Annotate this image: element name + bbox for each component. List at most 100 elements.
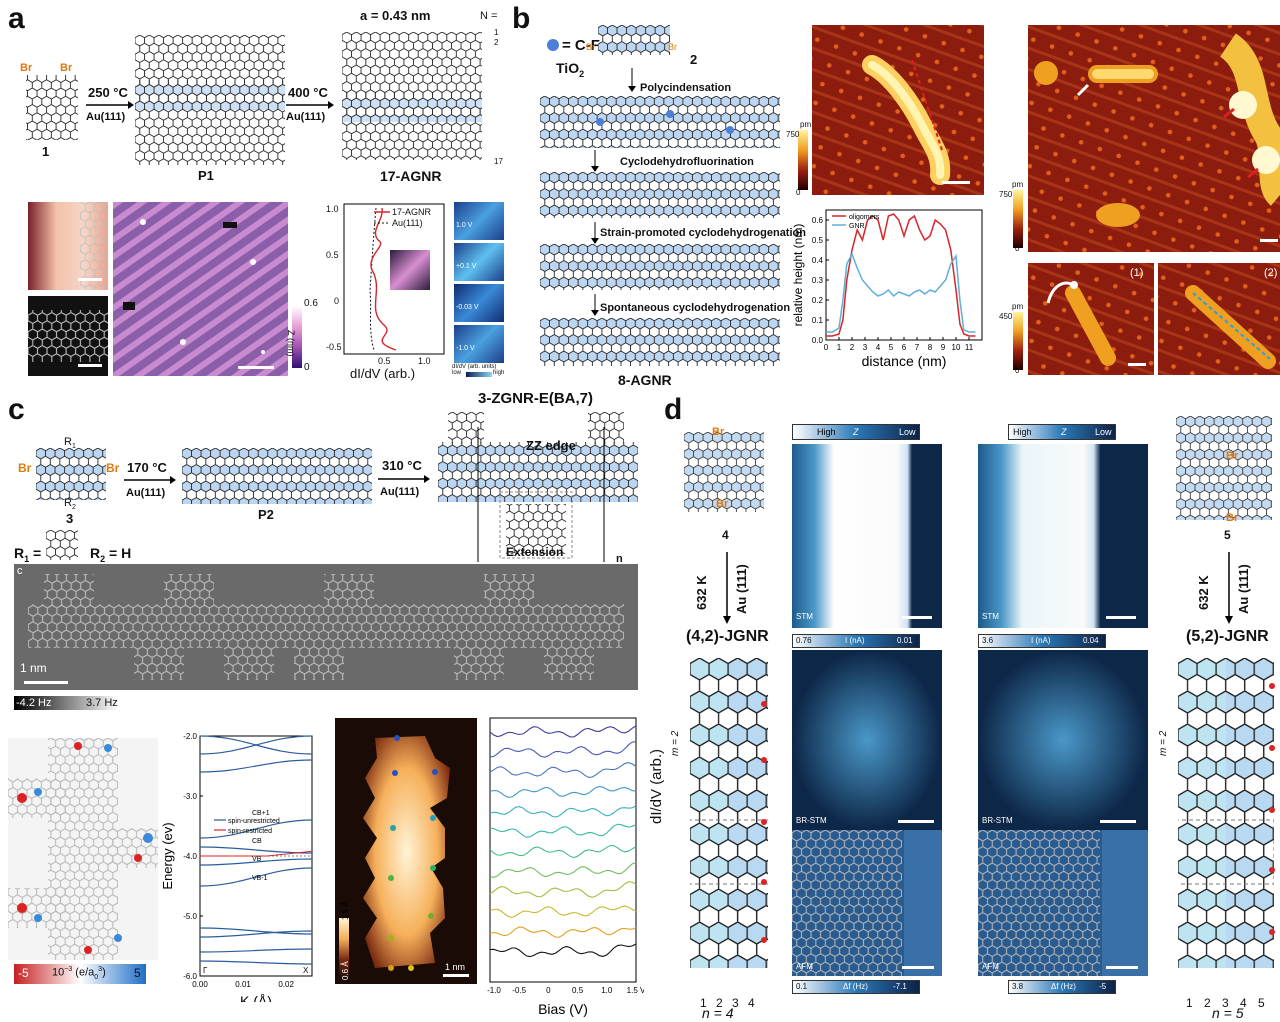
compound-2-label: 2 — [690, 52, 698, 67]
df-right-min: -5 — [1099, 982, 1107, 991]
didv-inset-image — [390, 250, 430, 290]
sts-frame — [489, 717, 637, 983]
inset-2-label: (2) — [1264, 267, 1278, 279]
lattice-constant: a = 0.43 nm — [360, 8, 431, 23]
jgnr52-structure — [1178, 658, 1274, 968]
profile-ytick: 0.4 — [812, 256, 824, 265]
sts-curve — [489, 823, 637, 838]
tio2-label: TiO2 — [556, 60, 584, 79]
pm-colorbar-2 — [1013, 190, 1023, 248]
pm3-max: 450 — [999, 312, 1013, 321]
m-label-left: m = 2 — [670, 730, 681, 756]
sts-curve — [489, 943, 637, 958]
r1-def-sub: 1 — [24, 553, 30, 564]
pm3-min: 0 — [1015, 366, 1020, 375]
z-mid-right: Z — [1061, 427, 1067, 437]
cf-dot-icon — [547, 39, 559, 51]
band-ylabel: Energy (ev) — [160, 822, 175, 889]
stm-image-d-left: STM — [792, 444, 942, 628]
df-scale-left: 0.1 Δf (Hz) -7.1 — [792, 980, 920, 994]
map-label-3: -0.03 V — [456, 304, 479, 311]
stm-image-b4: (2) — [1158, 263, 1280, 375]
m-label-right: m = 2 — [1158, 730, 1169, 756]
didv-xlabel: dI/dV (arb.) — [350, 366, 416, 381]
brstm-image-d-left: BR-STM — [792, 650, 942, 830]
i-right-min: 0.04 — [1083, 636, 1099, 645]
band-line — [199, 759, 313, 773]
profile-xtick: 6 — [902, 343, 907, 352]
band-ytick: -3.0 — [183, 792, 197, 801]
d-ylabel-left: dI/dV (arb.) — [648, 748, 665, 824]
brstm-label-left: BR-STM — [796, 816, 827, 825]
r1-sub: 1 — [71, 443, 76, 451]
pm1-max: 750 — [786, 130, 800, 139]
step2-substrate: Au(111) — [286, 111, 326, 123]
profile-xtick: 0 — [824, 343, 829, 352]
zgnr-structure — [438, 412, 638, 562]
pm-colorbar-1 — [798, 130, 808, 190]
jgnr52-label: (5,2)-JGNR — [1186, 628, 1269, 645]
oligomer-structure-1 — [540, 96, 780, 148]
panel-d-label: d — [664, 393, 683, 426]
legend-lines — [374, 211, 390, 224]
compound-2-structure — [598, 25, 670, 55]
sts-curve — [489, 905, 637, 918]
sts-curve — [489, 786, 637, 798]
didv-ytick-3: 0 — [334, 296, 340, 306]
i-right-unit: I (nA) — [1031, 636, 1051, 645]
d-temp-right: 632 K — [1196, 575, 1211, 610]
sts-spectra-chart: -1.0 -0.5 0 0.5 1.0 1.5 V Bias (V) — [487, 717, 644, 1017]
profile-xtick: 2 — [850, 343, 855, 352]
simulated-afm-image — [28, 296, 108, 376]
d-arrow-right — [1225, 552, 1233, 624]
left-col-2: 2 — [716, 996, 723, 1010]
stm-image-b1 — [812, 25, 984, 195]
step2-temp: 400 °C — [288, 85, 328, 100]
sts-curve — [489, 725, 637, 738]
band-ytick: -5.0 — [183, 912, 197, 921]
compound-4-br-bottom: Br — [716, 498, 729, 510]
panel-a-label: a — [8, 2, 25, 35]
polymer-p2-label: P2 — [258, 507, 274, 522]
band-gamma: Γ — [203, 966, 208, 975]
didv-ytick-4: -0.5 — [326, 342, 342, 352]
legend-17agnr: 17-AGNR — [392, 207, 432, 217]
right-col-1: 1 — [1186, 996, 1193, 1010]
profile-xlabel: distance (nm) — [862, 353, 947, 369]
compound-5-structure — [1176, 416, 1272, 520]
product-17agnr-structure — [342, 32, 482, 160]
sts-xtick: -1.0 — [487, 986, 501, 995]
tio2-text: TiO — [556, 60, 580, 76]
d-arrow-left — [723, 552, 731, 624]
z-high-right: High — [1013, 427, 1032, 437]
z-scale-left: High Z Low — [792, 424, 920, 440]
profile-series-gnr — [826, 252, 976, 333]
band-label: VB — [252, 856, 262, 863]
height-profile-chart: 0 1 2 3 4 5 6 7 8 9 10 11 0.0 0.1 0.2 0.3 0.4 0.5 0.6 oligo… — [792, 209, 983, 369]
compound-3-structure — [36, 448, 106, 500]
sts-xtick: 0.5 — [572, 986, 584, 995]
profile-xtick: 10 — [952, 343, 961, 352]
z-low-right: Low — [1095, 427, 1112, 437]
stm-label-right: STM — [982, 612, 999, 621]
c-step1-arrow — [124, 476, 176, 484]
step-spontaneous: Spontaneous cyclodehydrogenation — [600, 302, 791, 314]
compound-1-label: 1 — [42, 144, 50, 159]
left-col-4: 4 — [748, 996, 755, 1010]
n-equals-label: N = — [480, 10, 498, 22]
band-legend-restricted: spin-restricted — [228, 828, 272, 835]
profile-xtick: 8 — [928, 343, 933, 352]
compound-4-structure — [684, 432, 764, 512]
compound-1-structure — [26, 75, 78, 140]
sts-curve — [489, 805, 637, 818]
pm3-unit: pm — [1012, 302, 1024, 311]
c-step2-temp: 310 °C — [382, 458, 422, 473]
afm-label-right: AFM — [982, 962, 999, 971]
zz-edge-label: ZZ edge — [526, 438, 576, 453]
profile-ytick: 0.0 — [812, 336, 824, 345]
profile-xtick: 9 — [941, 343, 946, 352]
compound-5-label: 5 — [1224, 528, 1231, 542]
stm-c-scale: 1 nm — [445, 962, 466, 972]
n-tick-1: 1 — [494, 28, 499, 37]
left-col-1: 1 — [700, 996, 707, 1010]
